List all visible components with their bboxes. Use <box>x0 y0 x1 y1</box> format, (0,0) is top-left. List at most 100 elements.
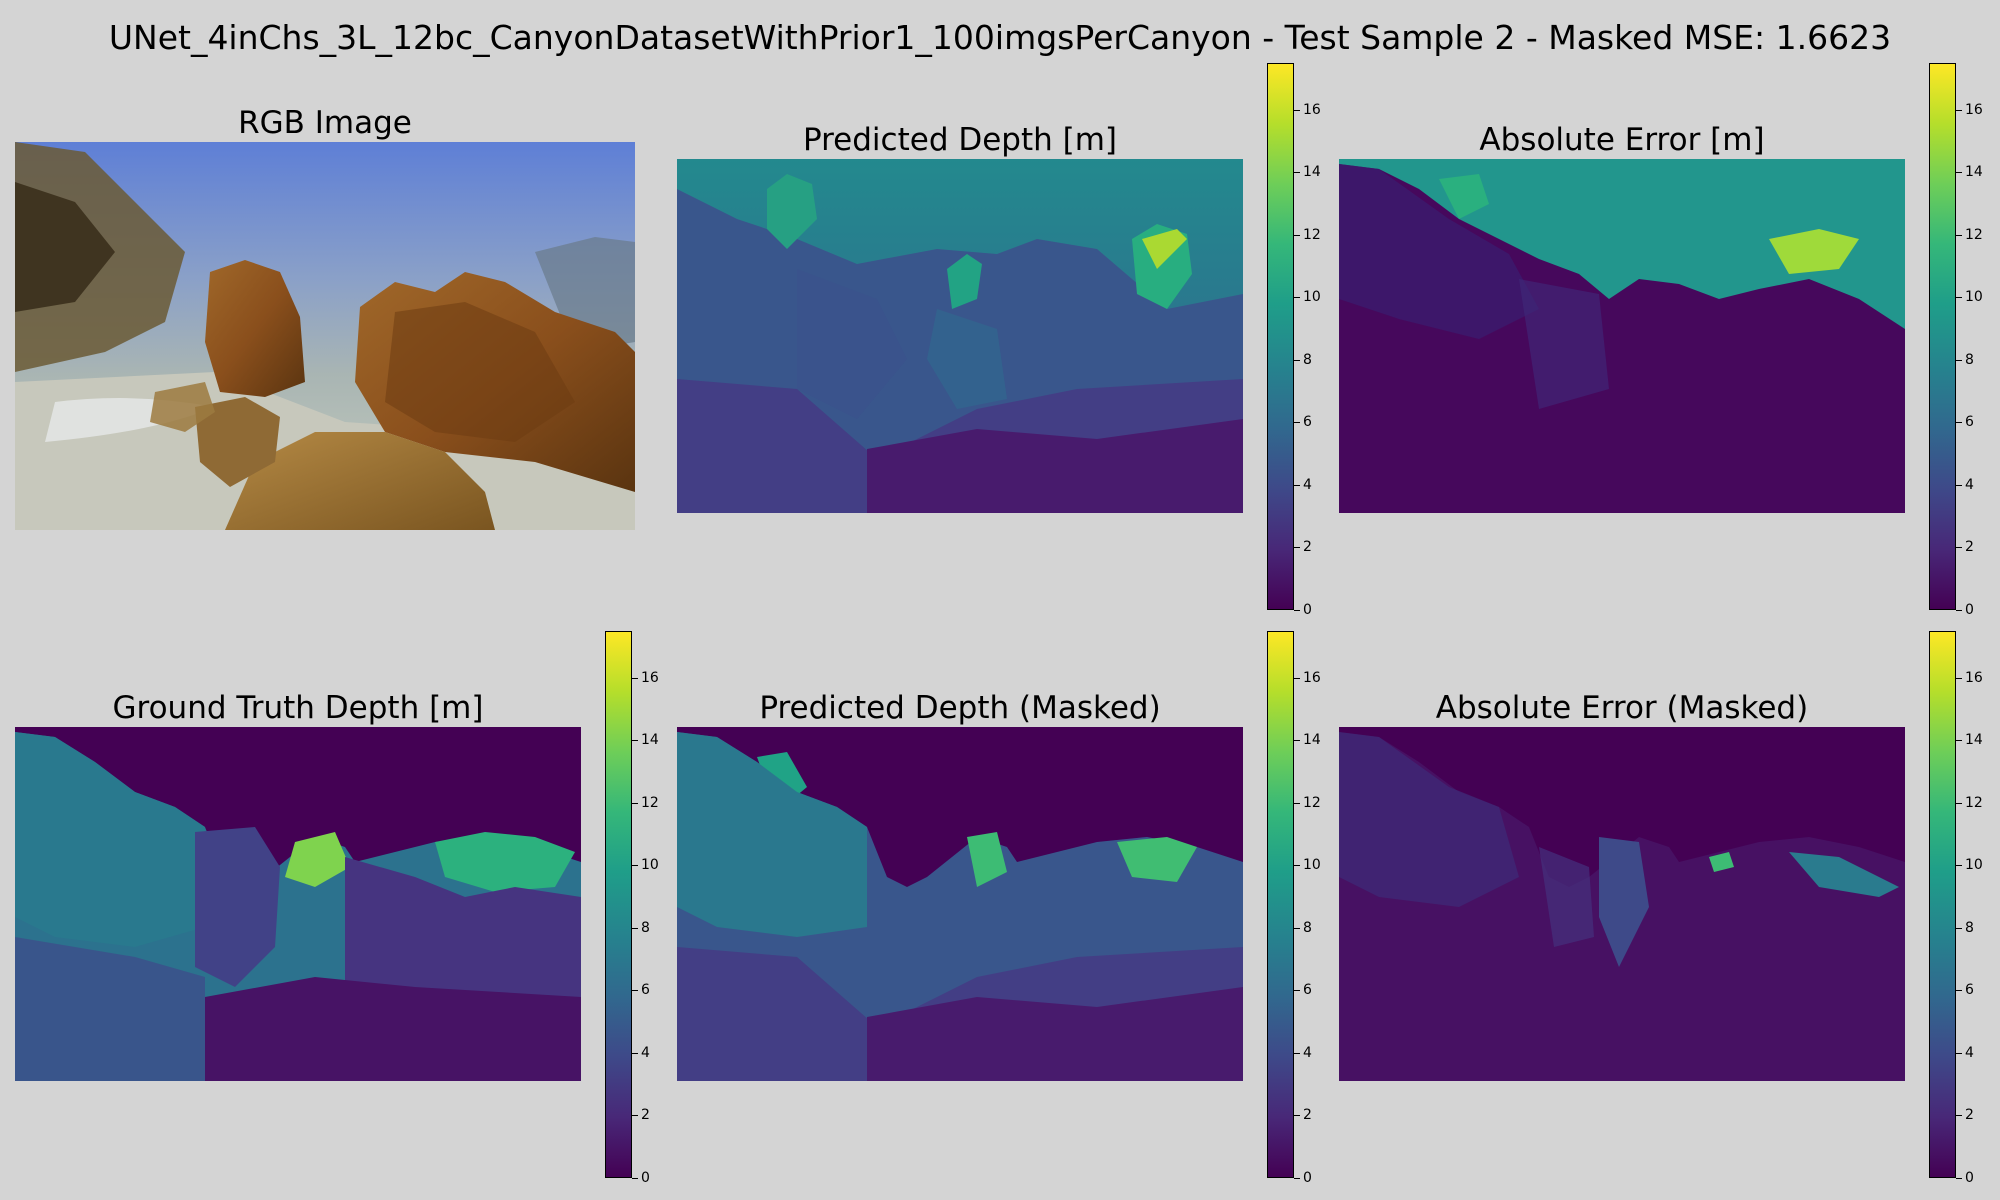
colorbar-tick-label: 4 <box>1965 477 1974 493</box>
colorbar-tick <box>632 865 638 866</box>
panel-title-predicted-depth: Predicted Depth [m] <box>802 122 1118 158</box>
colorbar-tick <box>1294 610 1300 611</box>
colorbar-tick <box>1956 803 1962 804</box>
colorbar-tick-label: 0 <box>1303 602 1312 618</box>
colorbar-tick <box>1294 1178 1300 1179</box>
colorbar-tick <box>1956 610 1962 611</box>
colorbar-tick <box>1294 990 1300 991</box>
colorbar-tick <box>632 1053 638 1054</box>
colorbar-tick-label: 8 <box>1303 352 1312 368</box>
colorbar-tick-label: 2 <box>1303 1107 1312 1123</box>
colorbar-tick <box>1294 803 1300 804</box>
colorbar-tick-label: 4 <box>1965 1045 1974 1061</box>
colorbar-tick <box>1294 1115 1300 1116</box>
colorbar-tick-label: 10 <box>1965 289 1983 305</box>
colorbar-absolute-error <box>1929 63 1956 610</box>
colorbar-tick <box>1956 422 1962 423</box>
colorbar-ground-truth <box>605 631 632 1178</box>
colorbar-tick <box>1294 865 1300 866</box>
heatmap-predicted-depth <box>677 159 1243 513</box>
colorbar-tick <box>632 1115 638 1116</box>
colorbar-tick-label: 2 <box>1303 539 1312 555</box>
colorbar-tick-label: 6 <box>1965 982 1974 998</box>
colorbar-tick <box>1956 740 1962 741</box>
colorbar-tick <box>632 803 638 804</box>
colorbar-tick <box>632 928 638 929</box>
colorbar-tick-label: 8 <box>1303 920 1312 936</box>
colorbar-tick-label: 16 <box>1303 670 1321 686</box>
colorbar-tick-label: 16 <box>1965 670 1983 686</box>
panel-title-predicted-masked: Predicted Depth (Masked) <box>759 690 1161 726</box>
colorbar-tick-label: 4 <box>641 1045 650 1061</box>
colorbar-tick <box>1294 678 1300 679</box>
colorbar-tick <box>632 1178 638 1179</box>
heatmap-predicted-masked <box>677 727 1243 1081</box>
colorbar-tick <box>1956 172 1962 173</box>
colorbar-tick <box>1294 235 1300 236</box>
colorbar-tick-label: 10 <box>1303 857 1321 873</box>
colorbar-tick-label: 0 <box>641 1170 650 1186</box>
colorbar-tick-label: 6 <box>1965 414 1974 430</box>
colorbar-tick-label: 14 <box>641 732 659 748</box>
colorbar-tick <box>1294 422 1300 423</box>
colorbar-tick <box>1956 678 1962 679</box>
colorbar-tick-label: 12 <box>1303 227 1321 243</box>
colorbar-tick-label: 16 <box>641 670 659 686</box>
heatmap-error-masked <box>1339 727 1905 1081</box>
colorbar-tick <box>1956 928 1962 929</box>
colorbar-tick-label: 10 <box>1303 289 1321 305</box>
colorbar-tick <box>1956 485 1962 486</box>
colorbar-tick-label: 14 <box>1303 164 1321 180</box>
colorbar-tick <box>1956 547 1962 548</box>
colorbar-tick <box>1294 360 1300 361</box>
colorbar-tick-label: 0 <box>1303 1170 1312 1186</box>
colorbar-tick-label: 2 <box>1965 1107 1974 1123</box>
colorbar-tick <box>1956 360 1962 361</box>
colorbar-tick-label: 16 <box>1965 102 1983 118</box>
colorbar-tick-label: 4 <box>1303 1045 1312 1061</box>
colorbar-tick <box>1956 297 1962 298</box>
colorbar-tick <box>1956 1115 1962 1116</box>
panel-title-rgb: RGB Image <box>238 105 412 141</box>
colorbar-tick <box>1294 485 1300 486</box>
colorbar-tick-label: 0 <box>1965 1170 1974 1186</box>
colorbar-tick-label: 8 <box>1965 920 1974 936</box>
colorbar-tick-label: 12 <box>1303 795 1321 811</box>
colorbar-tick <box>1956 1178 1962 1179</box>
colorbar-tick-label: 12 <box>641 795 659 811</box>
colorbar-tick-label: 10 <box>1965 857 1983 873</box>
colorbar-tick <box>1294 172 1300 173</box>
colorbar-tick-label: 14 <box>1303 732 1321 748</box>
colorbar-tick-label: 2 <box>1965 539 1974 555</box>
heatmap-absolute-error <box>1339 159 1905 513</box>
figure-title: UNet_4inChs_3L_12bc_CanyonDatasetWithPri… <box>108 18 1892 57</box>
colorbar-tick-label: 8 <box>641 920 650 936</box>
rgb-image <box>15 142 635 530</box>
panel-title-absolute-error: Absolute Error [m] <box>1479 122 1765 158</box>
colorbar-tick-label: 6 <box>1303 982 1312 998</box>
heatmap-ground-truth <box>15 727 581 1081</box>
colorbar-tick <box>1956 990 1962 991</box>
colorbar-tick-label: 12 <box>1965 227 1983 243</box>
colorbar-tick-label: 0 <box>1965 602 1974 618</box>
colorbar-tick <box>1294 1053 1300 1054</box>
colorbar-tick-label: 14 <box>1965 164 1983 180</box>
colorbar-tick-label: 6 <box>641 982 650 998</box>
colorbar-tick-label: 10 <box>641 857 659 873</box>
colorbar-tick <box>632 990 638 991</box>
colorbar-tick-label: 14 <box>1965 732 1983 748</box>
panel-title-error-masked: Absolute Error (Masked) <box>1435 690 1809 726</box>
colorbar-tick <box>1956 1053 1962 1054</box>
colorbar-tick <box>1294 297 1300 298</box>
colorbar-tick <box>1294 740 1300 741</box>
colorbar-tick-label: 2 <box>641 1107 650 1123</box>
panel-title-ground-truth: Ground Truth Depth [m] <box>112 690 484 726</box>
colorbar-tick <box>1956 110 1962 111</box>
colorbar-tick-label: 12 <box>1965 795 1983 811</box>
colorbar-tick <box>1294 110 1300 111</box>
colorbar-tick <box>1956 235 1962 236</box>
colorbar-tick-label: 4 <box>1303 477 1312 493</box>
colorbar-tick <box>1956 865 1962 866</box>
colorbar-tick <box>1294 928 1300 929</box>
colorbar-tick-label: 16 <box>1303 102 1321 118</box>
